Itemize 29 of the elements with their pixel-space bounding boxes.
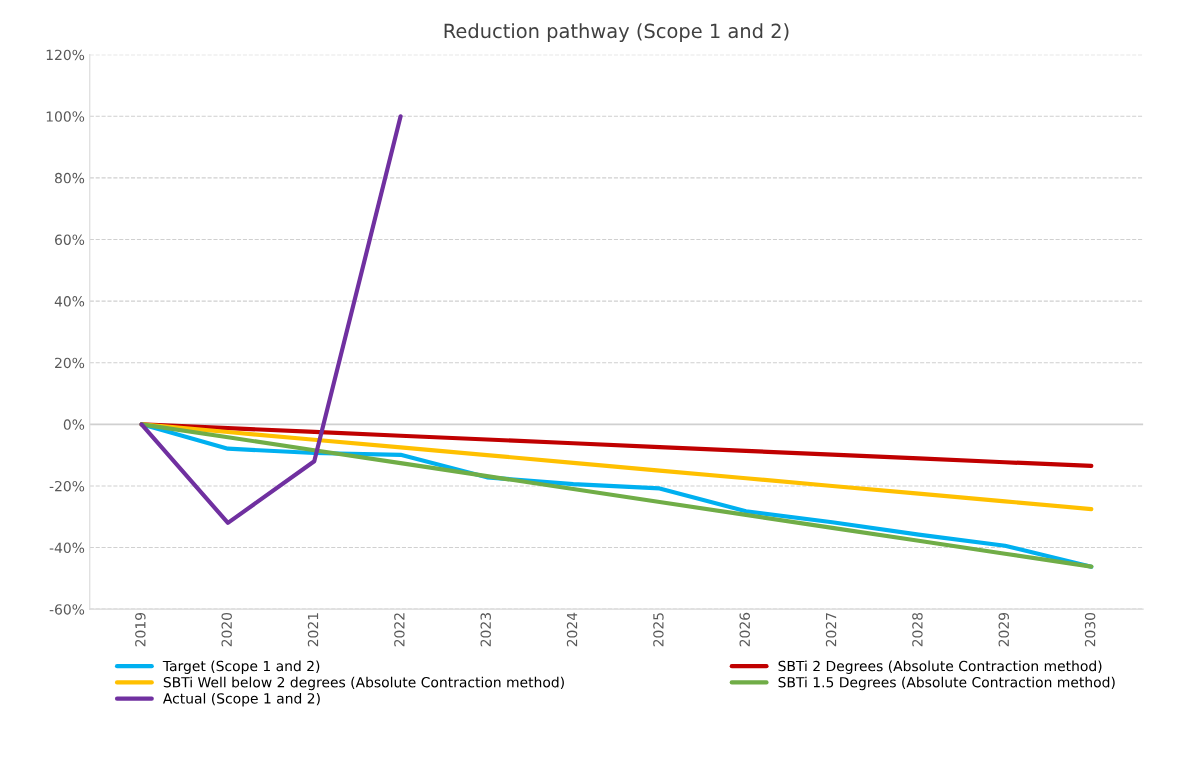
- x-tick-label: 2025: [653, 613, 664, 647]
- x-tick-label: 2021: [307, 613, 319, 647]
- x-tick-label: 2027: [825, 613, 837, 647]
- legend-label: Target (Scope 1 and 2): [162, 660, 320, 674]
- x-tick-label: 2022: [394, 613, 405, 647]
- legend-label: Actual (Scope 1 and 2): [162, 692, 320, 707]
- y-tick-label: 40%: [54, 296, 85, 307]
- chart-title: Reduction pathway (Scope 1 and 2): [444, 23, 789, 43]
- x-tick-label: 2030: [1084, 612, 1096, 647]
- legend-label: SBTi 1.5 Degrees (Absolute Contraction method): [778, 676, 1115, 691]
- y-tick-label: 0%: [63, 419, 85, 430]
- y-tick-label: -20%: [49, 480, 85, 492]
- x-tick-label: 2020: [221, 612, 232, 647]
- y-tick-label: 60%: [55, 234, 85, 245]
- x-tick-label: 2023: [480, 613, 491, 647]
- y-tick-label: 120%: [46, 49, 85, 61]
- legend-label: SBTi Well below 2 degrees (Absolute Contraction method): [163, 676, 564, 691]
- x-tick-label: 2026: [739, 612, 750, 647]
- y-tick-label: 100%: [46, 111, 85, 122]
- line-series: [139, 114, 403, 526]
- y-tick-label: 80%: [54, 172, 85, 184]
- y-tick-label: -60%: [49, 604, 85, 615]
- legend-label: SBTi 2 Degrees (Absolute Contraction method): [778, 660, 1102, 674]
- x-tick-label: 2019: [135, 612, 146, 647]
- y-tick-label: 20%: [55, 357, 85, 369]
- y-tick-label: -40%: [49, 542, 85, 554]
- x-tick-label: 2028: [912, 612, 923, 647]
- x-tick-label: 2024: [566, 612, 578, 647]
- x-tick-label: 2029: [998, 612, 1010, 647]
